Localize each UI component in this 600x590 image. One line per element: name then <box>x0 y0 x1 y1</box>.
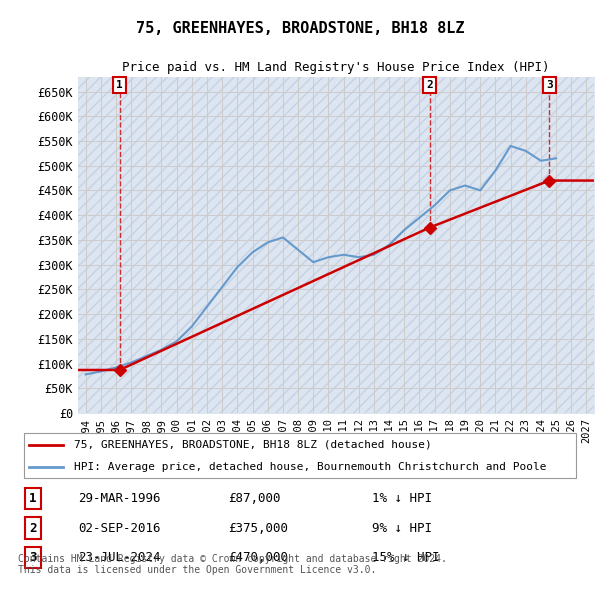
Text: 29-MAR-1996: 29-MAR-1996 <box>78 492 161 505</box>
Text: 2: 2 <box>426 80 433 90</box>
Text: 1% ↓ HPI: 1% ↓ HPI <box>372 492 432 505</box>
Text: 02-SEP-2016: 02-SEP-2016 <box>78 522 161 535</box>
Text: £375,000: £375,000 <box>228 522 288 535</box>
Text: 9% ↓ HPI: 9% ↓ HPI <box>372 522 432 535</box>
Text: 15% ↓ HPI: 15% ↓ HPI <box>372 551 439 564</box>
Text: £470,000: £470,000 <box>228 551 288 564</box>
Text: 75, GREENHAYES, BROADSTONE, BH18 8LZ (detached house): 75, GREENHAYES, BROADSTONE, BH18 8LZ (de… <box>74 440 432 450</box>
Text: HPI: Average price, detached house, Bournemouth Christchurch and Poole: HPI: Average price, detached house, Bour… <box>74 462 547 472</box>
Text: 75, GREENHAYES, BROADSTONE, BH18 8LZ: 75, GREENHAYES, BROADSTONE, BH18 8LZ <box>136 21 464 35</box>
Title: Price paid vs. HM Land Registry's House Price Index (HPI): Price paid vs. HM Land Registry's House … <box>122 61 550 74</box>
Text: 23-JUL-2024: 23-JUL-2024 <box>78 551 161 564</box>
Text: 3: 3 <box>546 80 553 90</box>
Text: £87,000: £87,000 <box>228 492 281 505</box>
Text: 1: 1 <box>116 80 123 90</box>
Text: Contains HM Land Registry data © Crown copyright and database right 2024.
This d: Contains HM Land Registry data © Crown c… <box>18 553 447 575</box>
Text: 1: 1 <box>29 492 37 505</box>
Text: 2: 2 <box>29 522 37 535</box>
FancyBboxPatch shape <box>23 433 577 478</box>
Text: 3: 3 <box>29 551 37 564</box>
